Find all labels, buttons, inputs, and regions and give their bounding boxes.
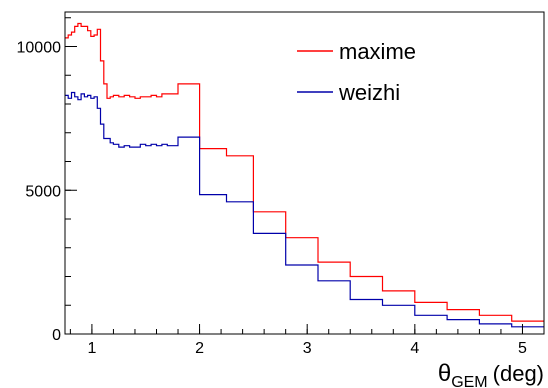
- x-tick-label: 3: [303, 340, 312, 357]
- x-tick-label: 4: [410, 340, 419, 357]
- x-tick-label: 1: [87, 340, 96, 357]
- x-axis-title: θGEM (deg): [438, 360, 544, 388]
- x-axis-title-symbol: θ: [438, 360, 451, 387]
- x-axis-title-subscript: GEM: [451, 374, 487, 388]
- axes: 1 2 3 4 5 0 5000 10000: [17, 11, 545, 357]
- x-tick-label: 5: [518, 340, 527, 357]
- x-axis-title-unit: (deg): [493, 361, 544, 386]
- legend: maxime weizhi: [297, 39, 416, 105]
- legend-label-maxime: maxime: [339, 39, 416, 64]
- y-tick-label: 0: [52, 327, 61, 344]
- y-tick-label: 10000: [17, 40, 62, 57]
- plot-frame: [64, 11, 545, 335]
- series-line-maxime: [65, 22, 544, 322]
- plot-area: [65, 22, 544, 328]
- series-line-weizhi: [65, 91, 544, 328]
- y-tick-label: 5000: [25, 183, 61, 200]
- legend-label-weizhi: weizhi: [338, 80, 400, 105]
- x-tick-label: 2: [195, 340, 204, 357]
